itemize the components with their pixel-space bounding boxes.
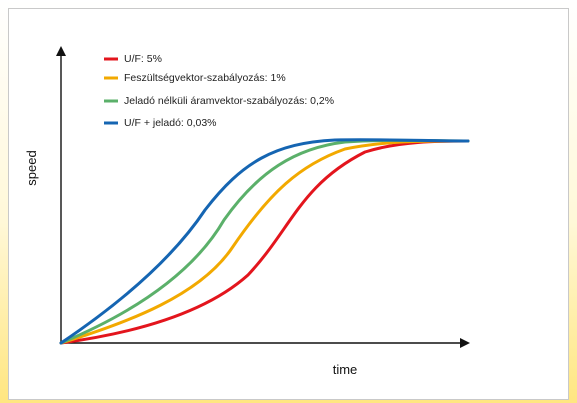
legend-label-voltage-vector: Feszültségvektor-szabályozás: 1%: [124, 72, 286, 84]
series-line-uf-encoder: [59, 138, 470, 345]
legend-label-sensorless-current-vector: Jeladó nélküli áramvektor-szabályozás: 0…: [124, 95, 334, 107]
x-axis-label: time: [333, 362, 358, 377]
legend-label-uf: U/F: 5%: [124, 53, 162, 65]
chart-frame: [8, 8, 569, 400]
series-line-sensorless-current-vector: [59, 138, 470, 345]
series-line-uf: [59, 139, 470, 345]
legend: U/F: 5% Feszültségvektor-szabályozás: 1%…: [104, 53, 334, 129]
y-axis-label: speed: [24, 150, 39, 185]
legend-label-uf-encoder: U/F + jeladó: 0,03%: [124, 117, 217, 129]
series-line-voltage-vector: [59, 139, 470, 345]
